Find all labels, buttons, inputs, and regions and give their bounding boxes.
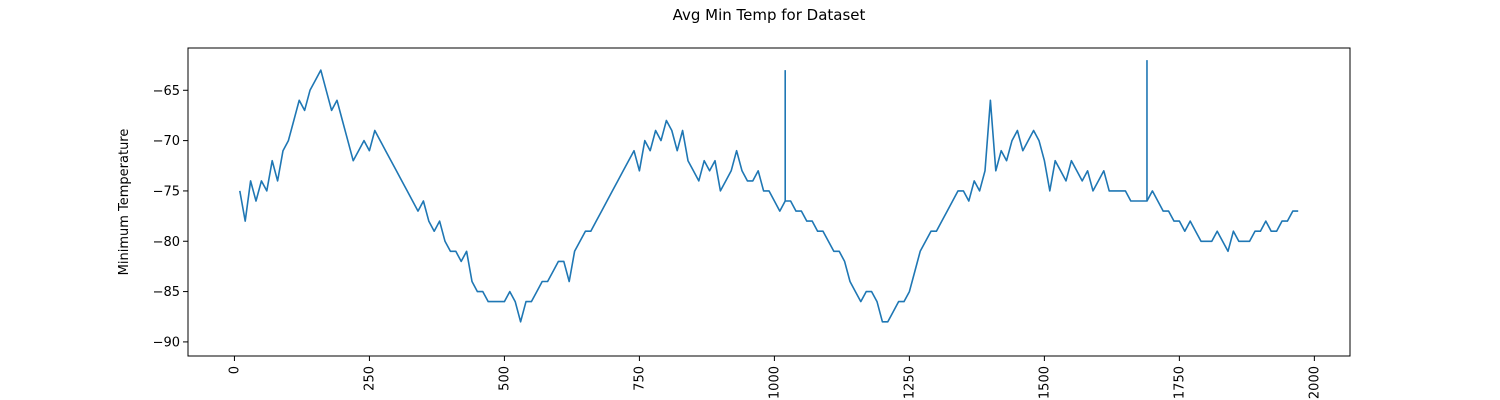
y-axis-label: Minimum Temperature bbox=[117, 129, 132, 276]
plot-border bbox=[187, 47, 1351, 357]
y-tick-label: −80 bbox=[153, 235, 180, 250]
y-tick-label: −85 bbox=[153, 285, 180, 300]
x-tick-label: 1750 bbox=[1172, 366, 1187, 399]
series-layer bbox=[239, 60, 1299, 323]
x-tick-label: 0 bbox=[227, 366, 242, 374]
x-tick-label: 750 bbox=[632, 366, 647, 391]
y-tick-label: −90 bbox=[153, 335, 180, 350]
x-tick-label: 500 bbox=[497, 366, 512, 391]
x-tick-label: 1500 bbox=[1037, 366, 1052, 399]
y-tick-label: −70 bbox=[153, 134, 180, 149]
x-tick-label: 2000 bbox=[1307, 366, 1322, 399]
x-tick-label: 250 bbox=[362, 366, 377, 391]
y-axis: −65 −70 −75 −80 −85 −90 bbox=[153, 84, 188, 350]
x-axis: 0 250 500 750 1000 1250 1500 1750 2000 bbox=[227, 356, 1322, 399]
series-line bbox=[239, 69, 1299, 323]
plot-frame bbox=[187, 47, 1351, 357]
x-tick-label: 1000 bbox=[767, 366, 782, 399]
x-tick-label: 1250 bbox=[902, 366, 917, 399]
y-tick-label: −65 bbox=[153, 84, 180, 99]
y-tick-label: −75 bbox=[153, 184, 180, 199]
chart-title: Avg Min Temp for Dataset bbox=[673, 6, 866, 24]
